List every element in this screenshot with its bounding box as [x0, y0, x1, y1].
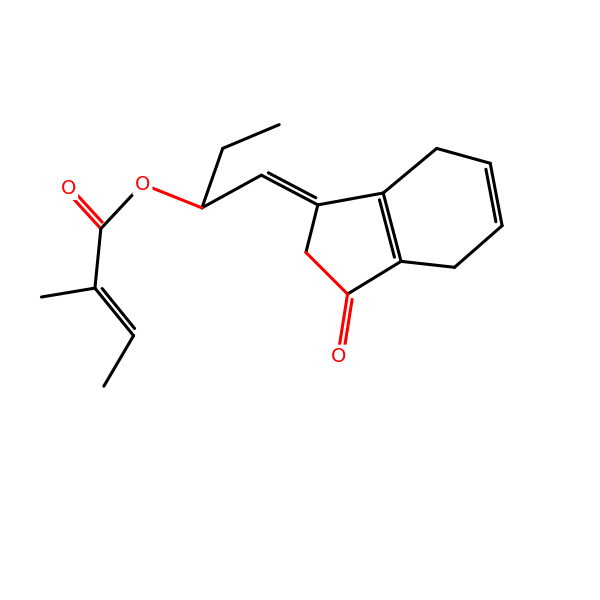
Text: O: O — [61, 179, 76, 198]
Text: O: O — [135, 175, 150, 194]
Text: O: O — [331, 347, 346, 366]
